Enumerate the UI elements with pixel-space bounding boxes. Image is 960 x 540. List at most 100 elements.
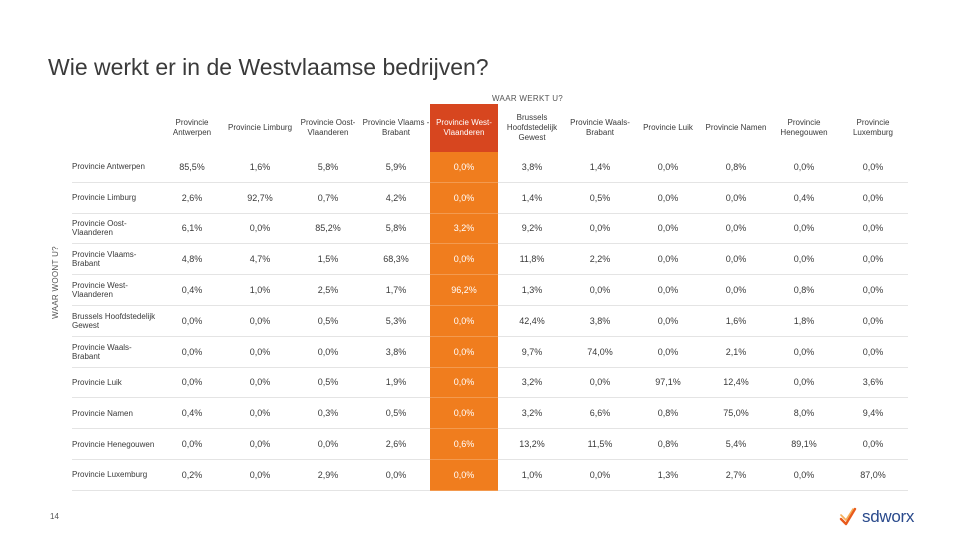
table-cell: 0,0% (838, 305, 908, 337)
table-cell: 3,8% (566, 305, 634, 337)
table-cell: 1,3% (634, 459, 702, 491)
table-cell: 1,0% (226, 274, 294, 306)
table-row: Provincie Limburg 2,6% 92,7% 0,7% 4,2% 0,0% 1,… (72, 182, 908, 214)
table-cell: 3,2% (498, 397, 566, 430)
row-header: Provincie Antwerpen (72, 152, 158, 183)
table-cell: 0,8% (770, 274, 838, 306)
column-header: Provincie Waals-Brabant (570, 118, 630, 137)
table-cell: 0,0% (226, 459, 294, 491)
table-cell: 0,0% (770, 213, 838, 245)
column-header: Provincie Henegouwen (780, 118, 828, 137)
table-cell: 0,0% (770, 336, 838, 368)
table-cell: 0,4% (770, 182, 838, 214)
table-cell: 11,8% (498, 243, 566, 276)
table-cell: 3,2% (430, 213, 498, 245)
table-row: Provincie Waals-Brabant 0,0% 0,0% 0,0% 3,8% 0… (72, 336, 908, 368)
page-number: 14 (50, 512, 59, 521)
sdworx-logo-text: sdworx (862, 507, 915, 526)
table-cell: 0,0% (294, 336, 362, 368)
table-cell: 0,8% (634, 397, 702, 430)
table-cell: 8,0% (770, 397, 838, 430)
table-cell: 0,0% (702, 243, 770, 276)
table-cell: 0,0% (770, 152, 838, 183)
table-cell: 5,9% (362, 152, 430, 183)
column-header: Provincie Namen (705, 123, 767, 132)
table-cell: 0,4% (158, 397, 226, 430)
table-cell: 0,0% (430, 152, 498, 183)
table-row: Provincie Oost-Vlaanderen 6,1% 0,0% 85,2% 5,… (72, 213, 908, 245)
table-cell: 0,0% (838, 152, 908, 183)
table-row: Brussels Hoofdstedelijk Gewest 0,0% 0,0% 0,… (72, 305, 908, 337)
table-row: Provincie Antwerpen 85,5% 1,6% 5,8% 5,9% 0,0%… (72, 152, 908, 183)
table-cell: 3,8% (362, 336, 430, 368)
column-header: Provincie Limburg (227, 123, 293, 132)
table-row: Provincie Luik 0,0% 0,0% 0,5% 1,9% 0,0% 3,2% 0,… (72, 367, 908, 399)
column-header: Provincie Oost-Vlaanderen (300, 118, 356, 137)
table-cell: 0,0% (566, 274, 634, 306)
table-cell: 42,4% (498, 305, 566, 337)
table-row: Provincie West-Vlaanderen 0,4% 1,0% 2,5% 1,7… (72, 274, 908, 306)
table-cell: 0,0% (770, 243, 838, 276)
table-cell: 75,0% (702, 397, 770, 430)
row-axis-label-wrapper: WAAR WOONT U? (49, 220, 61, 344)
table-cell: 0,0% (634, 182, 702, 214)
table-cell: 85,5% (158, 152, 226, 183)
row-header: Brussels Hoofdstedelijk Gewest (72, 305, 158, 337)
sdworx-logo-icon (839, 507, 857, 526)
table-cell: 0,0% (702, 274, 770, 306)
table-cell: 0,0% (634, 274, 702, 306)
table-cell: 4,8% (158, 243, 226, 276)
table-cell: 0,4% (158, 274, 226, 306)
table-cell: 1,7% (362, 274, 430, 306)
table-cell: 0,3% (294, 397, 362, 430)
table-cell: 0,0% (294, 428, 362, 460)
column-header: Provincie Luik (643, 123, 693, 132)
table-cell: 6,1% (158, 213, 226, 245)
table-cell: 0,0% (702, 213, 770, 245)
table-cell: 0,0% (430, 305, 498, 337)
row-header: Provincie Luxemburg (72, 459, 158, 491)
column-header: Provincie Luxemburg (852, 118, 894, 137)
table-cell: 0,0% (770, 459, 838, 491)
table-cell: 0,0% (430, 243, 498, 276)
table-cell: 0,0% (362, 459, 430, 491)
table-cell: 1,0% (498, 459, 566, 491)
table-cell: 2,6% (158, 182, 226, 214)
table-cell: 5,8% (362, 213, 430, 245)
table-cell: 5,3% (362, 305, 430, 337)
table-cell: 0,0% (430, 459, 498, 491)
table-body: Provincie Antwerpen 85,5% 1,6% 5,8% 5,9% 0,0%… (72, 152, 908, 491)
column-header: Brussels Hoofdstedelijk Gewest (506, 113, 558, 142)
column-axis-label: WAAR WERKT U? (492, 94, 564, 103)
table-cell: 74,0% (566, 336, 634, 368)
row-axis-label: WAAR WOONT U? (50, 245, 60, 319)
table-cell: 0,0% (634, 213, 702, 245)
table-cell: 0,0% (226, 397, 294, 430)
table-cell: 13,2% (498, 428, 566, 460)
table-cell: 11,5% (566, 428, 634, 460)
table-cell: 0,0% (702, 182, 770, 214)
table-cell: 0,0% (634, 243, 702, 276)
table-cell: 0,0% (430, 367, 498, 399)
table-cell: 0,0% (566, 213, 634, 245)
table-cell: 0,0% (838, 336, 908, 368)
table-cell: 1,5% (294, 243, 362, 276)
table-cell: 1,4% (566, 152, 634, 183)
table-cell: 0,0% (634, 305, 702, 337)
table-cell: 0,0% (226, 336, 294, 368)
table-cell: 0,0% (838, 182, 908, 214)
table-cell: 9,7% (498, 336, 566, 368)
table-cell: 0,0% (430, 182, 498, 214)
table-header-row: Provincie Antwerpen Provincie Limburg Prov… (72, 104, 908, 152)
table-cell: 0,8% (634, 428, 702, 460)
table-cell: 2,6% (362, 428, 430, 460)
table-cell: 68,3% (362, 243, 430, 276)
table-cell: 1,3% (498, 274, 566, 306)
table-cell: 0,2% (158, 459, 226, 491)
table-cell: 85,2% (294, 213, 362, 245)
table-cell: 0,0% (158, 367, 226, 399)
table-corner (72, 104, 158, 152)
table-row: Provincie Luxemburg 0,2% 0,0% 2,9% 0,0% 0,0% 1… (72, 459, 908, 491)
table-cell: 6,6% (566, 397, 634, 430)
column-header: Provincie Vlaams -Brabant (362, 118, 430, 137)
